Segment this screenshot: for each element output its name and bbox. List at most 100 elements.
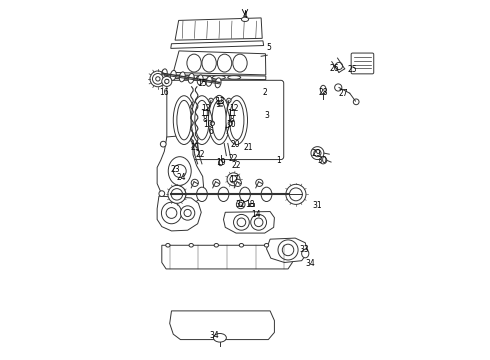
Text: 8: 8 [230, 114, 234, 123]
Text: 24: 24 [176, 173, 186, 182]
Ellipse shape [214, 243, 219, 247]
Text: 21: 21 [244, 143, 253, 152]
Ellipse shape [302, 249, 309, 258]
Ellipse shape [152, 73, 163, 84]
Text: 8: 8 [202, 114, 207, 123]
Text: 10: 10 [203, 120, 213, 129]
Ellipse shape [162, 76, 172, 86]
Ellipse shape [196, 76, 210, 79]
Text: 32: 32 [236, 200, 245, 209]
Text: 11: 11 [227, 109, 237, 118]
Ellipse shape [196, 187, 207, 202]
Ellipse shape [212, 100, 226, 140]
Ellipse shape [218, 54, 232, 72]
Ellipse shape [173, 96, 195, 144]
Ellipse shape [239, 243, 244, 247]
Ellipse shape [208, 96, 230, 144]
Ellipse shape [215, 78, 221, 88]
Ellipse shape [181, 76, 194, 79]
Ellipse shape [209, 98, 213, 103]
Ellipse shape [233, 54, 247, 72]
Ellipse shape [256, 179, 263, 186]
Text: 5: 5 [266, 43, 271, 52]
Ellipse shape [230, 176, 237, 183]
Ellipse shape [226, 96, 247, 144]
Polygon shape [157, 196, 201, 231]
Text: 4: 4 [243, 10, 247, 19]
Text: 33: 33 [299, 246, 309, 255]
Text: 22: 22 [231, 161, 241, 170]
Text: 13: 13 [215, 97, 225, 106]
Polygon shape [162, 245, 293, 269]
Ellipse shape [216, 95, 222, 101]
Text: 6: 6 [208, 127, 213, 136]
Ellipse shape [180, 206, 195, 220]
Text: 21: 21 [190, 143, 199, 152]
Ellipse shape [261, 187, 272, 202]
Ellipse shape [242, 17, 248, 22]
Polygon shape [173, 51, 266, 75]
Ellipse shape [228, 121, 232, 126]
Text: 29: 29 [311, 149, 321, 158]
Ellipse shape [187, 54, 201, 72]
Ellipse shape [166, 208, 177, 219]
Text: 34: 34 [305, 259, 315, 268]
Text: 1: 1 [277, 156, 281, 165]
Polygon shape [267, 238, 308, 262]
Polygon shape [170, 311, 274, 339]
Ellipse shape [254, 218, 263, 226]
Ellipse shape [265, 243, 269, 247]
Ellipse shape [179, 72, 185, 82]
Text: 34: 34 [210, 332, 220, 341]
Ellipse shape [177, 100, 191, 140]
Ellipse shape [335, 62, 343, 69]
Text: 22: 22 [196, 150, 205, 159]
Ellipse shape [234, 179, 242, 186]
Ellipse shape [237, 218, 245, 226]
Polygon shape [171, 41, 264, 48]
Text: 23: 23 [170, 165, 180, 174]
Text: 15: 15 [197, 79, 207, 88]
Ellipse shape [159, 191, 165, 197]
Text: 19: 19 [216, 158, 225, 167]
Ellipse shape [228, 76, 241, 79]
Text: 10: 10 [226, 120, 236, 129]
Text: 25: 25 [348, 65, 357, 74]
Text: 14: 14 [251, 210, 261, 219]
Text: 20: 20 [230, 140, 240, 149]
Bar [249, 203, 254, 206]
Ellipse shape [191, 179, 198, 186]
Ellipse shape [184, 210, 191, 217]
Text: 28: 28 [318, 88, 328, 97]
Ellipse shape [202, 54, 216, 72]
Text: 16: 16 [160, 87, 169, 96]
Polygon shape [172, 75, 266, 80]
Ellipse shape [320, 85, 326, 94]
Ellipse shape [234, 215, 249, 230]
Ellipse shape [168, 157, 191, 185]
Text: 27: 27 [339, 89, 348, 98]
Ellipse shape [166, 243, 170, 247]
Text: 11: 11 [200, 109, 209, 118]
Ellipse shape [214, 333, 226, 342]
Text: 30: 30 [317, 156, 327, 165]
Ellipse shape [195, 100, 209, 140]
Polygon shape [175, 18, 262, 40]
Text: 18: 18 [245, 200, 255, 209]
Ellipse shape [212, 76, 225, 79]
Ellipse shape [189, 243, 194, 247]
Text: 17: 17 [229, 175, 238, 184]
Ellipse shape [335, 84, 342, 91]
Ellipse shape [165, 79, 169, 84]
Ellipse shape [171, 189, 183, 200]
Ellipse shape [251, 215, 267, 230]
Text: 12: 12 [229, 104, 238, 113]
Ellipse shape [206, 76, 212, 86]
Ellipse shape [173, 165, 186, 177]
Ellipse shape [175, 187, 186, 202]
Ellipse shape [227, 173, 240, 186]
Text: 7: 7 [224, 127, 229, 136]
FancyBboxPatch shape [351, 53, 374, 74]
Ellipse shape [278, 240, 298, 260]
Ellipse shape [285, 243, 290, 247]
